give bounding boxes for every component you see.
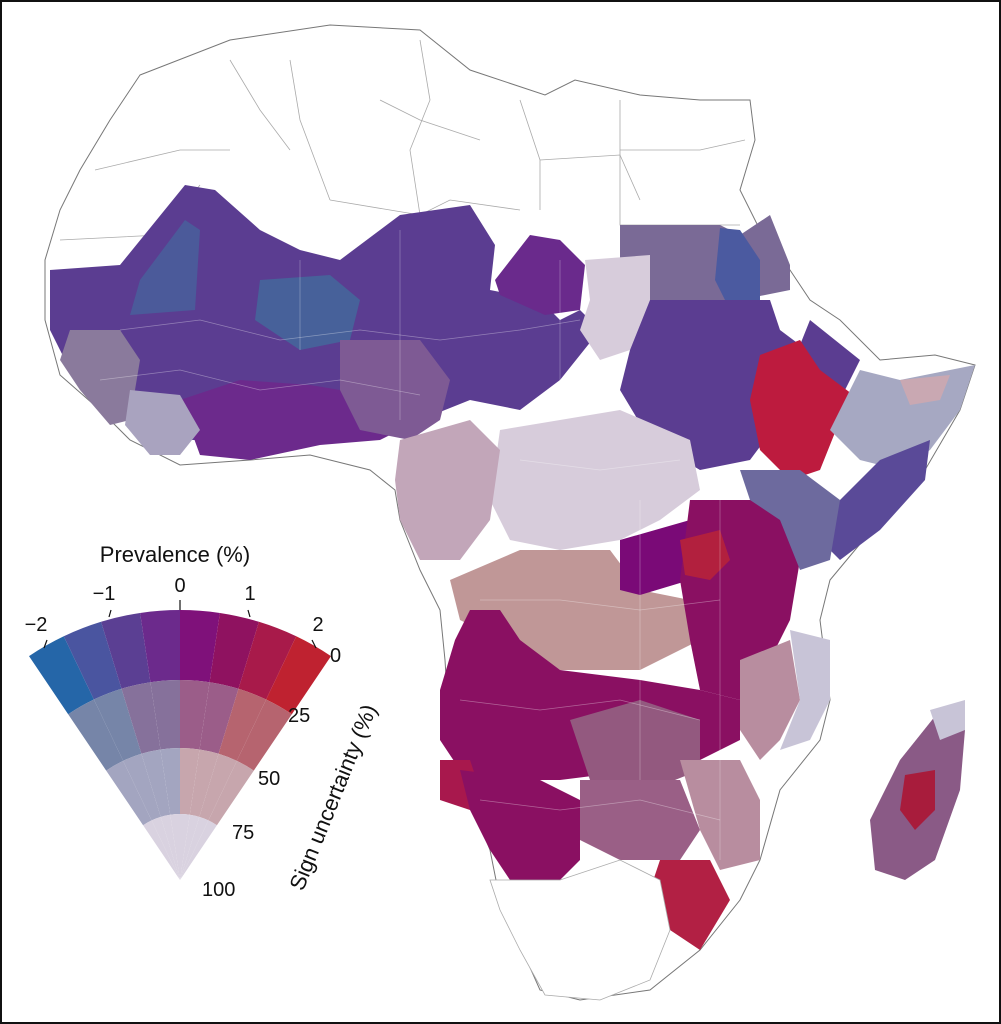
region-nigeria-mix	[340, 340, 450, 440]
legend-tick-minus2: −2	[25, 614, 48, 636]
legend-tick-1: 1	[244, 583, 255, 605]
legend-fan-cell	[93, 688, 142, 761]
legend-fan-cell	[101, 612, 151, 689]
region-niger-blue	[255, 275, 360, 350]
legend-fan-cell	[170, 814, 180, 880]
legend-fan-cell	[140, 610, 180, 683]
region-chad-north	[495, 235, 585, 315]
region-east-sa-crimson	[650, 860, 730, 950]
region-sudan-indigo	[620, 300, 860, 470]
region-great-lakes-red	[680, 530, 730, 580]
legend-fan-cell	[266, 636, 331, 715]
region-zambia-mauve	[570, 700, 700, 790]
legend-fan-cell	[209, 612, 259, 689]
legend-fan-cell	[180, 814, 200, 880]
region-sudan-blue	[715, 228, 760, 310]
legend-fan-cell	[123, 753, 161, 821]
internal-borders	[99, 230, 721, 860]
legend-fan-cell	[189, 749, 219, 817]
legend-fan-cell	[208, 760, 254, 826]
legend-unc-0: 0	[330, 645, 341, 667]
legend-fan-cell	[141, 749, 171, 817]
region-somalia-indigo	[820, 440, 930, 560]
region-mali-blue	[130, 220, 200, 315]
region-mozambique-rose	[740, 640, 800, 760]
legend-fan-cell	[180, 610, 220, 683]
legend-tick-0: 0	[174, 575, 185, 597]
legend-fan-cell	[199, 682, 239, 754]
region-south-africa-white	[489, 859, 671, 1001]
legend-uncertainty-title: Sign uncertainty (%)	[284, 701, 381, 894]
region-drc-magenta-block	[620, 520, 690, 595]
legend-unc-75: 75	[232, 822, 254, 844]
legend-fan-cell	[151, 816, 180, 880]
legend-unc-100: 100	[202, 879, 235, 901]
legend-fan-cell	[180, 816, 209, 880]
legend-tick-minus1: −1	[93, 583, 116, 605]
region-east-coast-pale	[780, 630, 830, 750]
region-westcoast-grey	[60, 330, 140, 425]
legend-fan-cell	[150, 680, 180, 750]
legend-prevalence-title: Prevalence (%)	[100, 542, 250, 567]
north-africa-borders	[59, 39, 746, 241]
legend-fan-cell	[180, 820, 217, 880]
madagascar-red	[900, 770, 935, 830]
legend-fan-cell	[180, 680, 210, 750]
region-namibia-magenta	[460, 770, 580, 880]
region-chad-pale	[580, 255, 650, 360]
region-somalia-rose	[900, 375, 950, 405]
legend-fan-cell	[180, 814, 190, 880]
madagascar-pale	[930, 700, 965, 740]
legend-fan-cell	[68, 699, 124, 771]
region-ethiopia-red	[750, 340, 860, 480]
legend-fan-cell	[29, 636, 94, 715]
region-guinea-pale	[125, 390, 200, 455]
legend-fan-cell	[160, 748, 180, 815]
legend-fan-cell	[199, 753, 237, 821]
legend-fan	[29, 610, 331, 880]
region-kenya-slate	[740, 470, 840, 570]
legend-fan-cell	[218, 688, 267, 761]
region-cameroon-mix	[395, 420, 500, 560]
legend-top-ticks	[43, 600, 317, 649]
legend-fan-cell	[106, 760, 152, 826]
legend-unc-25: 25	[288, 705, 310, 727]
legend-fan-cell	[143, 820, 180, 880]
region-car-pale	[490, 410, 700, 550]
legend-tick-2: 2	[312, 614, 323, 636]
legend-fan-cell	[238, 621, 297, 700]
legend-fan-cell	[63, 621, 122, 700]
legend-fan-cell	[121, 682, 161, 754]
region-zimbabwe-mix	[680, 760, 760, 870]
legend: Prevalence (%) −2 −1 0 1 2 0 25 50 75 10…	[25, 542, 382, 901]
legend-fan-cell	[236, 699, 292, 771]
legend-fan-cell	[180, 748, 200, 815]
legend-fan-cell	[160, 814, 180, 880]
region-botswana-mauve	[580, 780, 700, 860]
legend-unc-50: 50	[258, 768, 280, 790]
